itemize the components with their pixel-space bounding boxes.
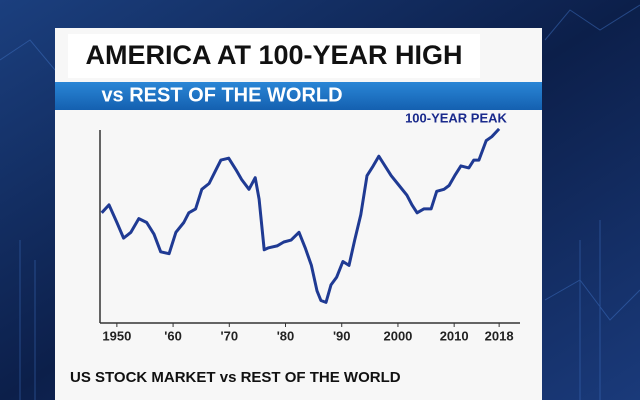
line — [100, 127, 501, 304]
x-tick-label: '80 — [277, 328, 295, 343]
x-tick-label: '90 — [333, 328, 351, 343]
chart-title: AMERICA AT 100-YEAR HIGH — [85, 40, 462, 70]
chart-subtitle: vs REST OF THE WORLD — [101, 84, 342, 106]
title-box — [68, 34, 480, 78]
background-decor — [0, 4, 640, 400]
x-tick-label: 2000 — [383, 328, 412, 343]
x-tick-label: 1950 — [102, 328, 131, 343]
annotation: 100-YEAR PEAK — [405, 110, 507, 125]
x-tick-label: 2010 — [440, 328, 469, 343]
plot: 1950 '60 '70 '80 '90 2000 2010 2018 — [100, 127, 514, 343]
x-tick-label: '70 — [221, 328, 239, 343]
subtitle-band — [55, 82, 542, 110]
x-tick-label: '60 — [164, 328, 182, 343]
x-tick-label: 2018 — [485, 328, 514, 343]
footer: US STOCK MARKET vs REST OF THE WORLD — [70, 369, 401, 386]
